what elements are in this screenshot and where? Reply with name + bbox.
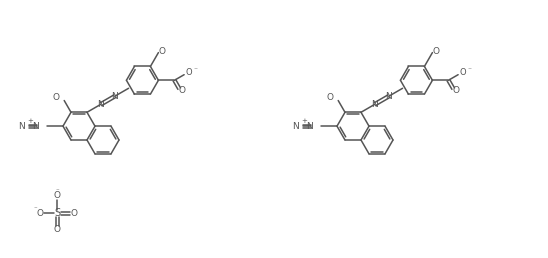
Text: O: O <box>460 68 466 77</box>
Text: O: O <box>37 208 43 217</box>
Text: +: + <box>301 118 307 124</box>
Text: O: O <box>159 47 166 56</box>
Text: O: O <box>54 225 60 235</box>
Text: O: O <box>54 191 60 200</box>
Text: N: N <box>18 122 25 131</box>
Text: O: O <box>71 208 77 217</box>
Text: O: O <box>52 93 59 102</box>
Text: ⁻: ⁻ <box>33 206 37 212</box>
Text: N: N <box>385 92 392 101</box>
Text: O: O <box>433 47 440 56</box>
Text: N: N <box>111 92 118 101</box>
Text: N: N <box>372 100 378 109</box>
Text: O: O <box>326 93 333 102</box>
Text: ⁻: ⁻ <box>55 188 59 194</box>
Text: N: N <box>98 100 104 109</box>
Text: O: O <box>186 68 192 77</box>
Text: N: N <box>292 122 299 131</box>
Text: O: O <box>179 86 186 95</box>
Text: ⁻: ⁻ <box>193 65 197 74</box>
Text: +: + <box>27 118 33 124</box>
Text: N: N <box>32 122 39 131</box>
Text: O: O <box>453 86 460 95</box>
Text: S: S <box>54 208 60 218</box>
Text: ⁻: ⁻ <box>467 65 471 74</box>
Text: N: N <box>306 122 313 131</box>
